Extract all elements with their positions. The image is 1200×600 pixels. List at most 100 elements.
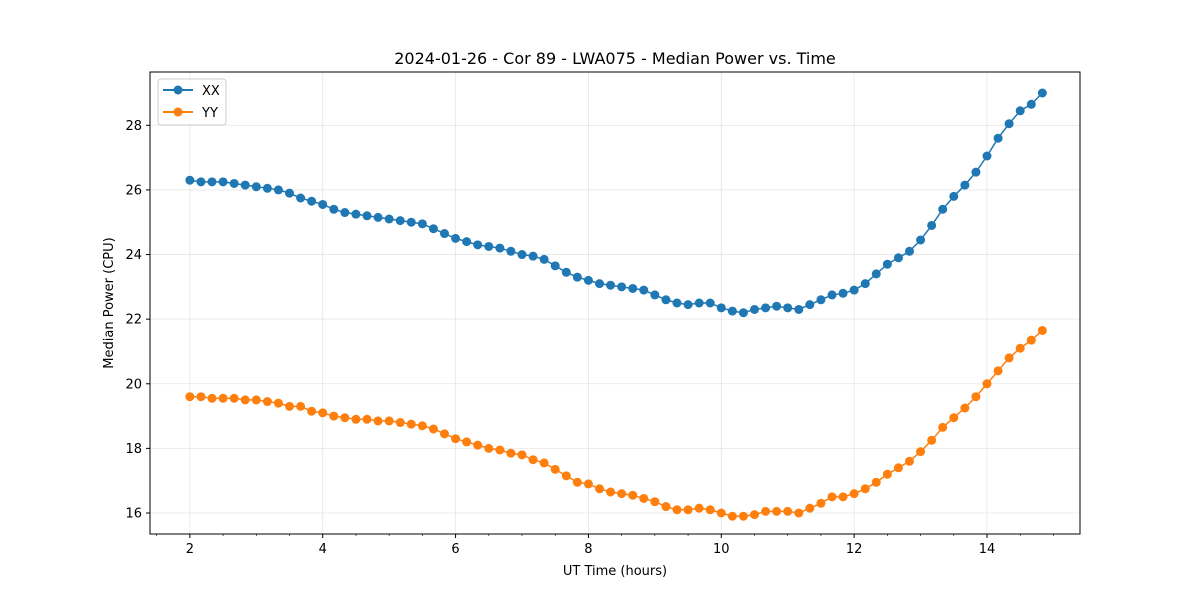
data-point-xx: [340, 208, 350, 218]
data-point-yy: [683, 505, 693, 515]
y-axis-label: Median Power (CPU): [102, 237, 117, 368]
plot-frame: [149, 71, 1081, 535]
data-point-xx: [528, 251, 538, 261]
data-point-yy: [595, 484, 605, 494]
legend-marker-yy: [173, 107, 183, 117]
data-point-yy: [750, 510, 759, 520]
data-point-yy: [716, 508, 726, 518]
data-point-xx: [794, 304, 804, 314]
data-point-xx: [982, 151, 992, 161]
data-point-yy: [672, 505, 682, 515]
data-point-yy: [971, 392, 981, 402]
x-tick-label: 10: [713, 542, 730, 557]
data-point-yy: [229, 393, 239, 403]
data-point-xx: [595, 279, 605, 289]
data-point-yy: [406, 419, 416, 429]
data-point-xx: [661, 295, 671, 305]
data-point-yy: [462, 437, 472, 447]
data-point-xx: [506, 246, 516, 256]
data-point-xx: [196, 177, 206, 187]
data-point-xx: [993, 133, 1003, 143]
data-point-yy: [960, 403, 970, 413]
x-axis-label: UT Time (hours): [563, 564, 667, 579]
legend-marker-xx: [173, 85, 183, 95]
x-tick-label: 4: [319, 542, 327, 557]
data-point-xx: [550, 261, 560, 271]
data-point-xx: [783, 303, 793, 313]
data-point-xx: [871, 269, 881, 279]
data-point-xx: [484, 241, 494, 251]
data-point-xx: [971, 167, 981, 177]
data-point-yy: [528, 455, 538, 465]
data-point-yy: [882, 469, 892, 479]
data-point-xx: [273, 185, 283, 195]
data-point-yy: [539, 458, 549, 468]
data-point-xx: [639, 285, 649, 295]
data-point-yy: [849, 489, 859, 499]
data-point-xx: [805, 300, 815, 310]
data-point-yy: [196, 392, 206, 402]
data-point-yy: [639, 493, 649, 503]
data-point-yy: [738, 511, 748, 521]
data-point-yy: [606, 487, 616, 497]
data-point-yy: [340, 413, 350, 423]
data-point-xx: [761, 303, 771, 313]
data-point-yy: [240, 395, 250, 405]
data-point-xx: [1026, 99, 1036, 109]
x-tick-label: 2: [186, 542, 194, 557]
y-tick-label: 22: [125, 313, 142, 328]
data-point-yy: [916, 447, 926, 457]
data-point-xx: [904, 246, 914, 256]
data-point-xx: [517, 250, 527, 260]
data-point-xx: [384, 214, 394, 224]
data-point-yy: [583, 479, 593, 489]
y-tick-label: 26: [125, 183, 142, 198]
data-point-xx: [207, 177, 217, 187]
data-point-yy: [838, 492, 848, 502]
data-point-yy: [617, 489, 627, 499]
data-point-yy: [816, 498, 826, 508]
legend-label-yy: YY: [201, 106, 218, 121]
data-point-yy: [1004, 353, 1014, 363]
data-point-xx: [893, 253, 903, 263]
y-tick-label: 20: [125, 377, 142, 392]
y-tick-label: 16: [125, 507, 142, 522]
data-point-xx: [373, 212, 383, 222]
y-tick-label: 28: [125, 119, 142, 134]
data-point-xx: [860, 279, 870, 289]
series-layer: [185, 88, 1047, 521]
data-point-yy: [285, 401, 294, 411]
data-point-yy: [860, 484, 870, 494]
data-point-yy: [893, 463, 903, 473]
data-point-xx: [938, 204, 948, 214]
data-point-xx: [705, 298, 715, 308]
data-point-yy: [827, 492, 837, 502]
data-point-xx: [218, 177, 228, 187]
data-point-xx: [1004, 119, 1014, 129]
legend-label-xx: XX: [202, 84, 220, 99]
data-point-yy: [761, 506, 771, 516]
data-point-xx: [772, 301, 782, 311]
data-point-xx: [417, 219, 427, 229]
data-point-xx: [960, 180, 970, 190]
data-point-xx: [750, 304, 759, 314]
data-point-yy: [273, 398, 283, 408]
data-point-yy: [207, 393, 217, 403]
data-point-yy: [783, 506, 793, 516]
data-point-yy: [949, 413, 959, 423]
data-point-yy: [871, 477, 881, 487]
data-point-yy: [993, 366, 1003, 376]
data-point-xx: [495, 243, 505, 253]
data-point-xx: [561, 267, 571, 277]
data-point-yy: [395, 418, 405, 428]
data-point-xx: [329, 204, 339, 214]
data-point-xx: [229, 178, 239, 188]
legend: XX YY: [157, 78, 227, 126]
grid: [150, 72, 1080, 534]
data-point-xx: [1037, 88, 1047, 98]
data-point-yy: [794, 508, 804, 518]
data-point-yy: [694, 503, 704, 513]
data-point-yy: [517, 450, 527, 460]
data-point-yy: [628, 490, 638, 500]
